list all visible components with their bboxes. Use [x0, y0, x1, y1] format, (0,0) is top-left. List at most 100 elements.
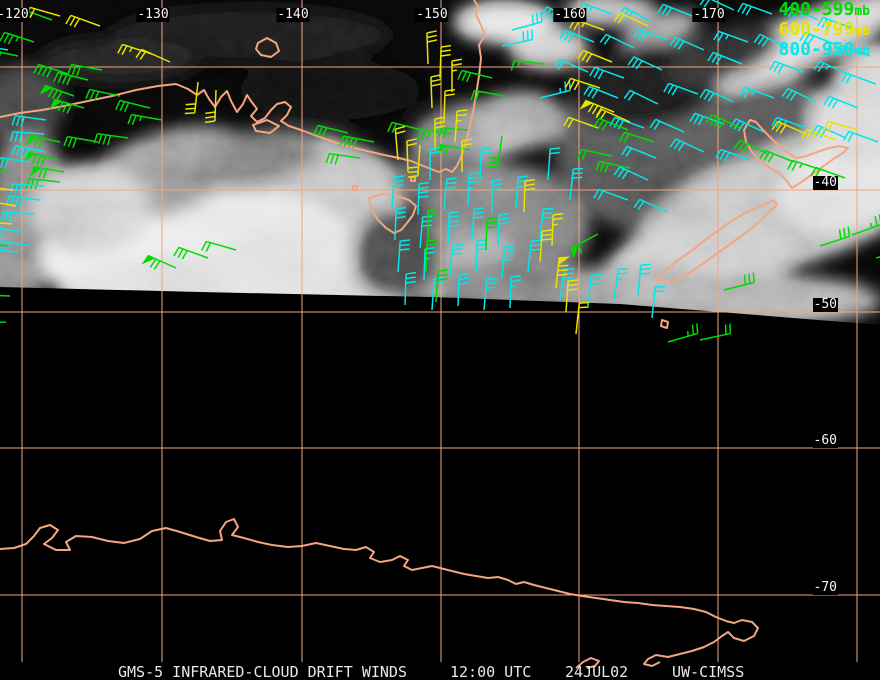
wind-barb [511, 11, 543, 31]
wind-barb [9, 131, 45, 143]
wind-barb [23, 151, 59, 167]
wind-barb [783, 6, 819, 21]
legend-unit: mb [854, 44, 870, 59]
wind-barb [713, 30, 749, 43]
wind-barb [739, 86, 775, 99]
wind-barb [553, 58, 589, 73]
wind-barb [470, 89, 506, 102]
wind-barb [425, 238, 438, 273]
wind-barb [637, 263, 651, 297]
wind-barb [667, 323, 699, 343]
wind-barb [457, 69, 493, 83]
wind-barb [669, 36, 705, 51]
wind-barb [813, 60, 849, 75]
lon-label--120: -120 [0, 8, 30, 22]
wind-barb [593, 188, 629, 201]
legend-item-high: 400-599mb [778, 1, 870, 21]
wind-barb [835, 44, 871, 57]
wind-barb [595, 160, 631, 173]
wind-barb [479, 146, 492, 181]
wind-barb [539, 207, 554, 241]
wind-barb [663, 82, 699, 96]
wind-barb [753, 33, 789, 49]
wind-barb [575, 301, 590, 335]
wind-barb [141, 254, 177, 270]
wind-barb [609, 116, 645, 130]
wind-barb [49, 98, 85, 114]
wind-barb [559, 29, 595, 43]
coastline-australia-south-east-coast [0, 0, 486, 173]
wind-barb [509, 274, 522, 309]
wind-barb [85, 88, 121, 101]
wind-barb [33, 63, 69, 78]
wind-barb [781, 87, 817, 103]
wind-barb [0, 227, 27, 239]
wind-barb [799, 31, 835, 45]
wind-barb [527, 239, 542, 273]
wind-barb [657, 3, 693, 17]
wind-barb [29, 165, 65, 179]
coastline-king-island [352, 185, 358, 191]
wind-barb [769, 60, 805, 74]
wind-barb [467, 171, 480, 206]
wind-barb [569, 18, 605, 31]
wind-barb [577, 49, 613, 63]
wind-barb [613, 12, 649, 27]
legend-item-mid: 600-799mb [778, 21, 870, 41]
wind-barb [65, 14, 101, 28]
wind-barb [707, 51, 743, 65]
wind-barb [587, 273, 602, 307]
wind-barb [9, 183, 45, 195]
wind-barb [25, 134, 61, 148]
wind-barb [429, 146, 440, 180]
wind-barb [449, 243, 463, 277]
wind-barb [633, 198, 669, 213]
wind-barb [0, 211, 35, 223]
wind-barb [577, 148, 613, 161]
wind-barb [823, 95, 859, 109]
wind-barb [475, 238, 488, 273]
caption-date: 24JUL02 [565, 663, 629, 680]
wind-barb [127, 113, 163, 126]
wind-barb [491, 178, 502, 212]
wind-barb [433, 126, 469, 138]
product-title: GMS-5 INFRARED-CLOUD DRIFT WINDS [118, 663, 407, 680]
wind-barb [397, 239, 411, 273]
wind-barb [705, 113, 741, 129]
wind-barb [204, 89, 217, 124]
wind-barb [539, 80, 571, 99]
wind-barb [0, 169, 11, 173]
legend-item-low: 800-950mb [778, 41, 870, 61]
wind-barb [515, 175, 529, 209]
wind-barb [423, 246, 436, 281]
wind-barb [539, 229, 553, 263]
wind-barb [623, 89, 659, 105]
wind-barb [93, 132, 129, 146]
wind-barb [53, 71, 89, 86]
coastline-tasmania [368, 193, 417, 234]
wind-barb [699, 323, 732, 341]
wind-barb [651, 285, 666, 319]
caption-time: 12:00 UTC [450, 663, 532, 680]
wind-barb [325, 152, 361, 165]
wind-barb [0, 51, 19, 57]
wind-barb [0, 157, 31, 169]
wind-barb [447, 210, 460, 245]
coastline-inland-lake [255, 37, 280, 58]
wind-barb [723, 272, 755, 291]
wind-barb [435, 269, 449, 303]
wind-barb [551, 212, 564, 247]
wind-barb [417, 181, 430, 216]
wind-barb [787, 159, 823, 171]
wind-barb [0, 202, 17, 207]
wind-barb [699, 88, 735, 103]
wind-barb [570, 233, 599, 260]
wind-barb [617, 6, 653, 23]
wind-barb [801, 128, 837, 141]
wind-barb [394, 206, 407, 241]
wind-barb [25, 178, 61, 190]
wind-barb [851, 214, 880, 236]
wind-barb [577, 2, 613, 15]
wind-barb [501, 29, 534, 47]
